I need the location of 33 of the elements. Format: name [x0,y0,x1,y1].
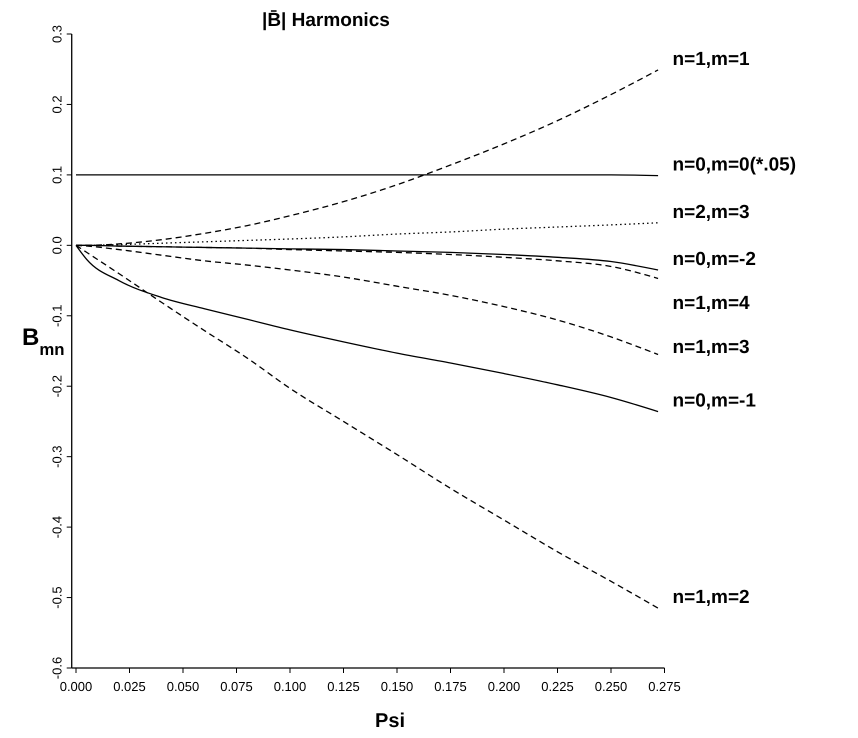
series-label: n=2,m=3 [672,202,750,223]
y-tick-label: -0.6 [50,656,65,680]
y-tick-label: 0.2 [50,95,65,114]
y-tick-label: -0.5 [50,586,65,609]
y-axis-title: B$_{mn}$ [22,324,65,358]
y-tick-label: 0.1 [50,166,65,184]
x-tick-label: 0.200 [488,679,520,694]
series-label: n=1,m=4 [672,293,750,314]
y-tick-label: -0.1 [50,304,65,327]
series-label: n=1,m=3 [672,337,750,358]
x-tick-label: 0.275 [648,679,681,694]
y-tick-label: -0.4 [50,516,65,538]
series-label: n=0,m=-1 [672,390,756,412]
y-tick-label: -0.3 [50,445,65,468]
y-tick-label: 0.0 [50,236,65,254]
x-tick-label: 0.125 [327,679,360,694]
y-tick-label: 0.3 [50,24,65,44]
x-tick-label: 0.050 [166,679,200,694]
chart-title: |B̄| Harmonics [262,10,390,31]
series-label: n=0,m=0(*.05) [672,154,796,176]
x-tick-label: 0.075 [220,679,253,694]
series-label: n=1,m=2 [672,587,750,608]
x-tick-label: 0.025 [113,679,146,694]
x-tick-label: 0.250 [594,679,628,694]
x-tick-label: 0.100 [274,679,306,694]
x-tick-label: 0.000 [60,679,92,694]
series-label: n=1,m=1 [672,48,750,70]
x-tick-label: 0.150 [380,679,414,694]
series-label: n=0,m=-2 [672,249,756,270]
x-tick-label: 0.175 [434,679,467,694]
x-tick-label: 0.225 [541,679,574,694]
x-axis-title: Psi [374,710,406,732]
y-tick-label: -0.2 [50,375,65,398]
